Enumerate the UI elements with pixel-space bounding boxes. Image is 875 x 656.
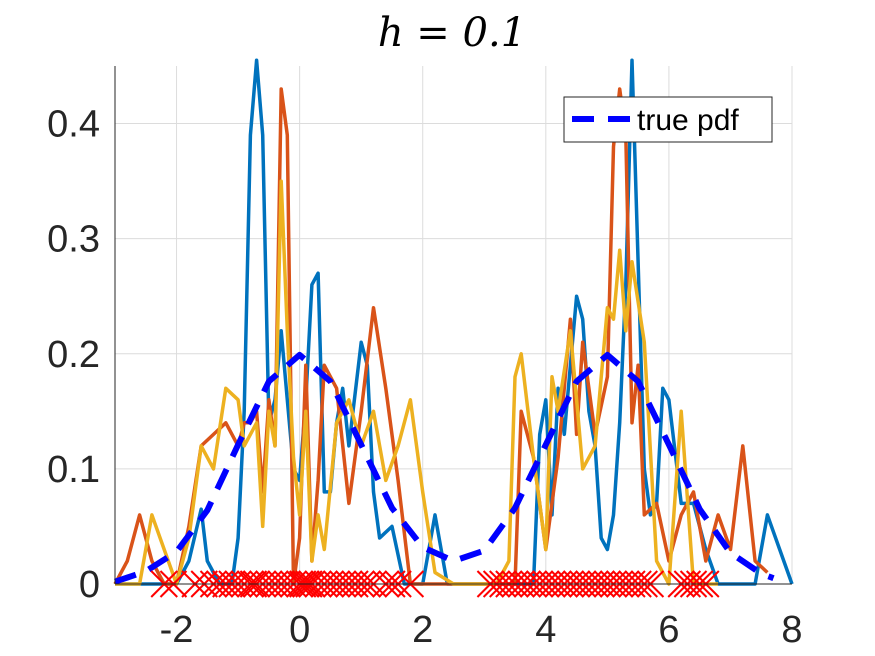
y-tick-label: 0.4 xyxy=(47,104,100,146)
legend-box xyxy=(563,96,773,143)
y-tick-label: 0.1 xyxy=(47,449,100,491)
x-tick-label: 0 xyxy=(289,609,310,651)
axes xyxy=(114,66,792,585)
x-tick-label: -2 xyxy=(160,609,194,651)
grid-lines xyxy=(115,66,793,585)
y-tick-label: 0.2 xyxy=(47,334,100,376)
y-tick-label: 0 xyxy=(79,564,100,606)
x-tick-label: 2 xyxy=(412,609,433,651)
x-tick-label: 8 xyxy=(781,609,802,651)
kde-series-line-2 xyxy=(113,87,769,586)
x-tick-label: 6 xyxy=(658,609,679,651)
legend-label-true-pdf: true pdf xyxy=(637,104,739,137)
x-tick-labels: -2 0 2 4 6 8 xyxy=(160,609,803,651)
chart-title: h = 0.1 xyxy=(378,10,526,56)
legend: true pdf xyxy=(563,96,773,143)
x-tick-label: 4 xyxy=(535,609,556,651)
y-tick-label: 0.3 xyxy=(47,219,100,261)
kde-series-line-3 xyxy=(115,179,719,586)
y-tick-labels: 0 0.1 0.2 0.3 0.4 xyxy=(47,104,100,606)
